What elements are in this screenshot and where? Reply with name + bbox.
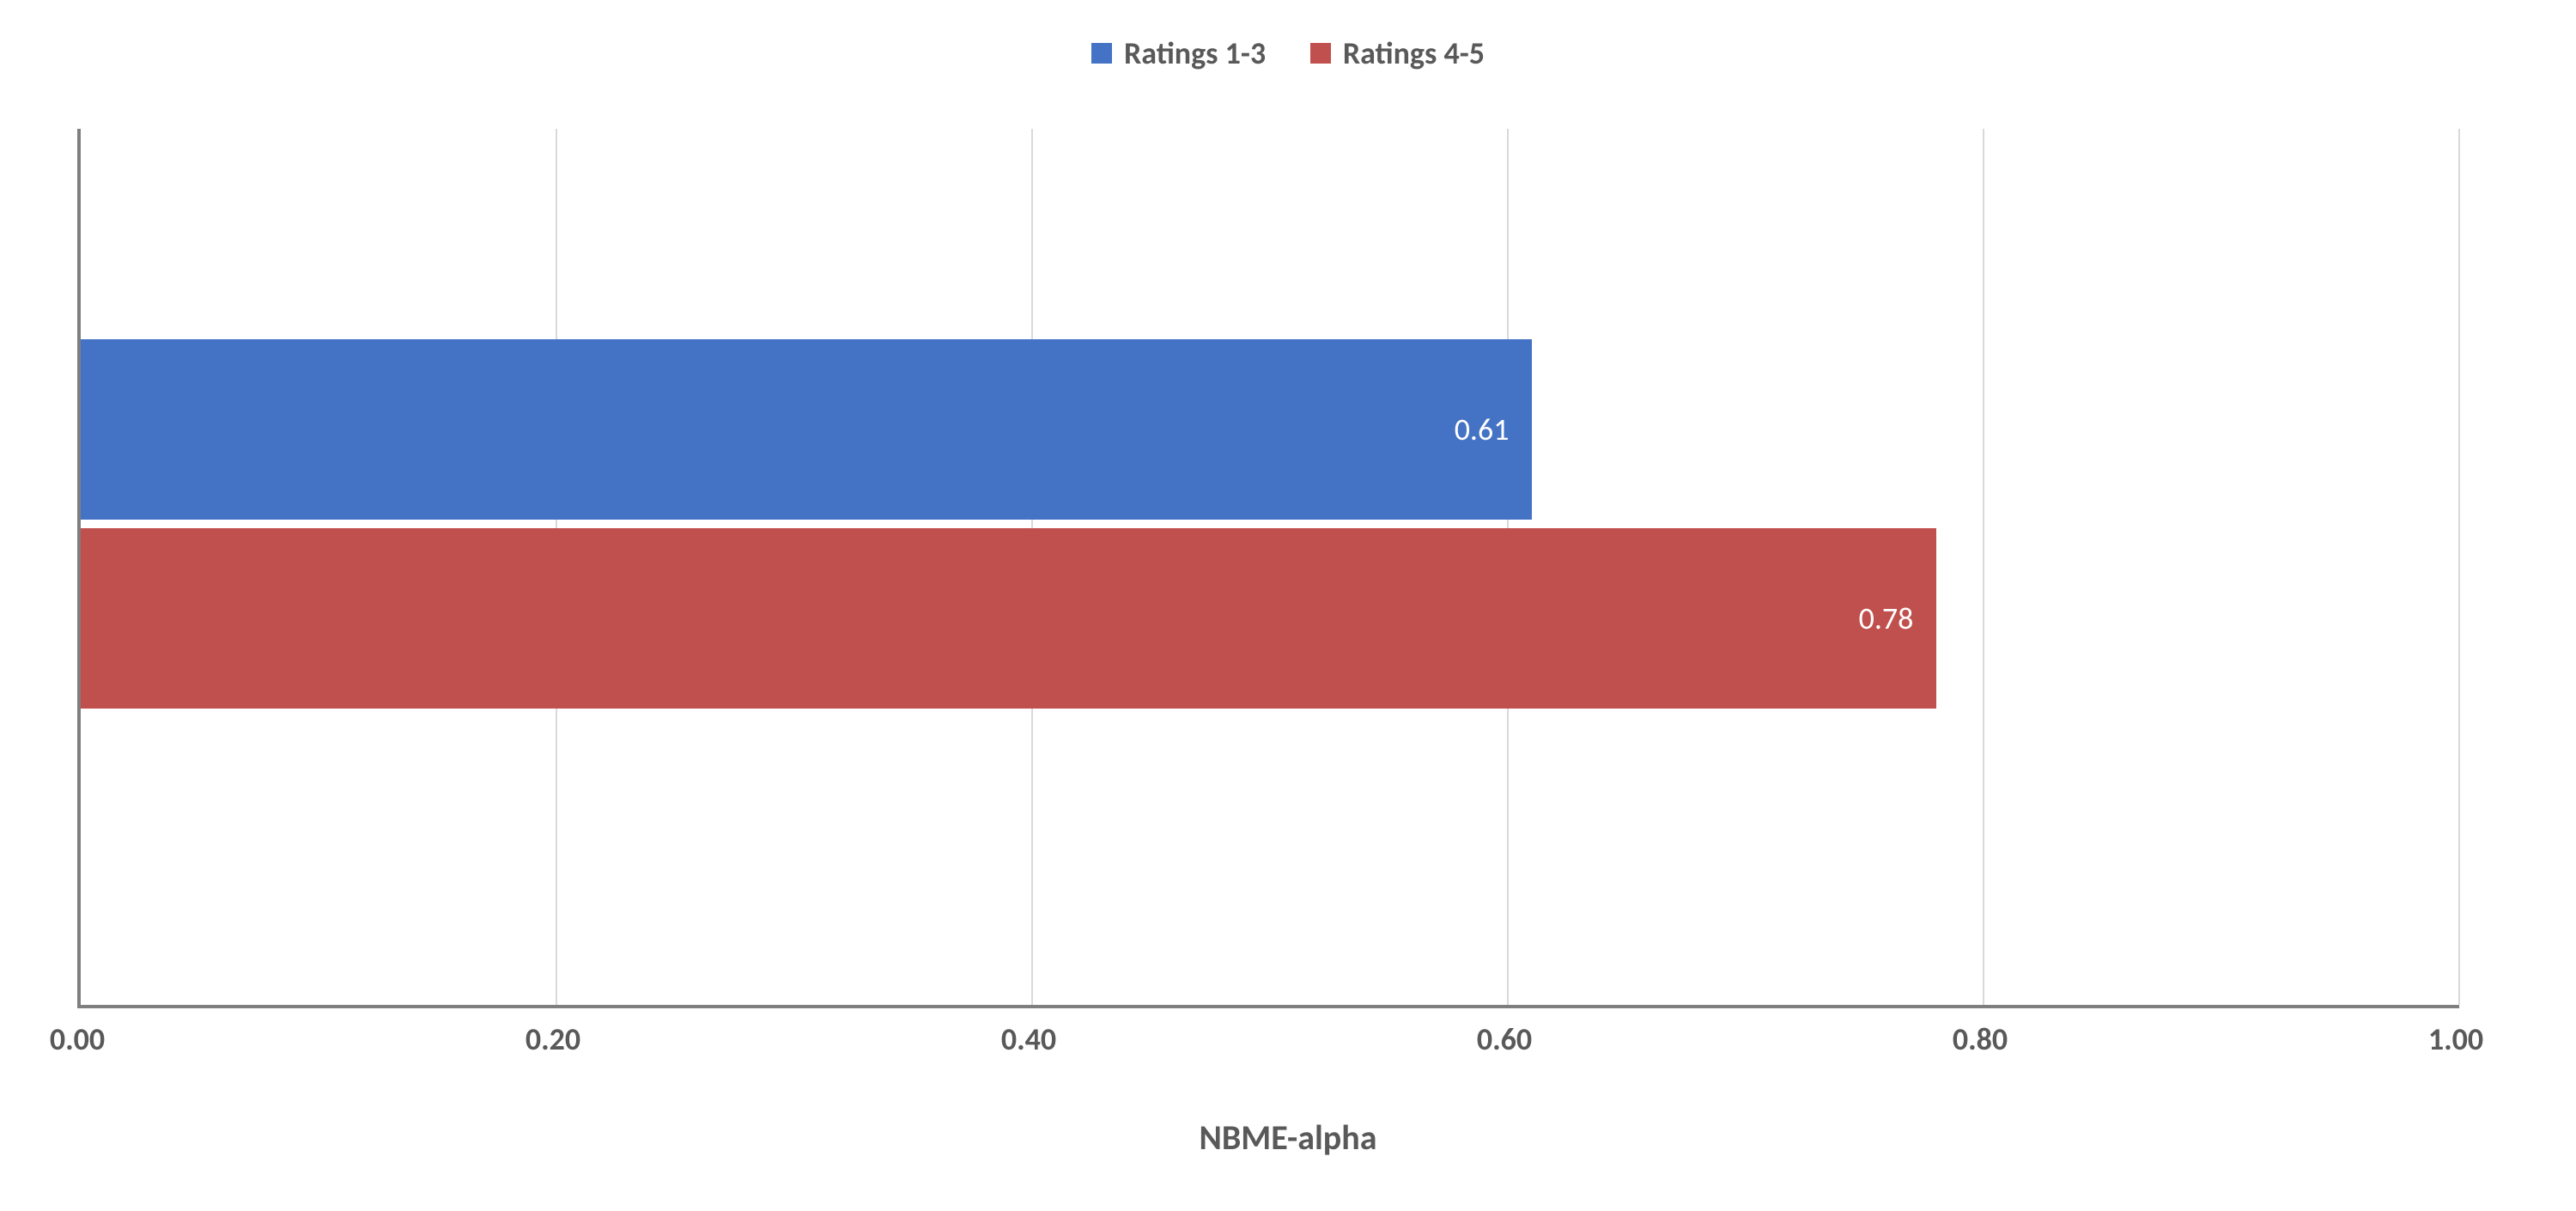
- legend-swatch-ratings-1-3: [1091, 43, 1112, 64]
- legend-label-ratings-1-3: Ratings 1-3: [1124, 34, 1266, 72]
- gridline: [2458, 129, 2460, 1005]
- legend-swatch-ratings-4-5: [1310, 43, 1331, 64]
- gridline: [1983, 129, 1984, 1005]
- x-tick-label: 0.60: [1477, 1020, 1532, 1058]
- x-axis-title: NBME-alpha: [0, 1117, 2576, 1159]
- legend-label-ratings-4-5: Ratings 4-5: [1343, 34, 1485, 72]
- chart-container: Ratings 1-3 Ratings 4-5 0.61 0.78 0.00 0.2…: [0, 0, 2576, 1211]
- legend-item-ratings-4-5: Ratings 4-5: [1310, 34, 1485, 72]
- x-tick-label: 0.00: [50, 1020, 105, 1058]
- x-tick-label: 0.80: [1953, 1020, 2008, 1058]
- legend-item-ratings-1-3: Ratings 1-3: [1091, 34, 1266, 72]
- bar-ratings-4-5: 0.78: [81, 528, 1936, 709]
- x-tick-label: 0.40: [1001, 1020, 1056, 1058]
- x-tick-label: 1.00: [2428, 1020, 2483, 1058]
- bar-value-label: 0.61: [1455, 411, 1510, 448]
- legend: Ratings 1-3 Ratings 4-5: [0, 34, 2576, 72]
- x-tick-label: 0.20: [526, 1020, 580, 1058]
- bar-ratings-1-3: 0.61: [81, 339, 1532, 520]
- bar-value-label: 0.78: [1859, 599, 1914, 637]
- plot-area: 0.61 0.78: [77, 129, 2459, 1008]
